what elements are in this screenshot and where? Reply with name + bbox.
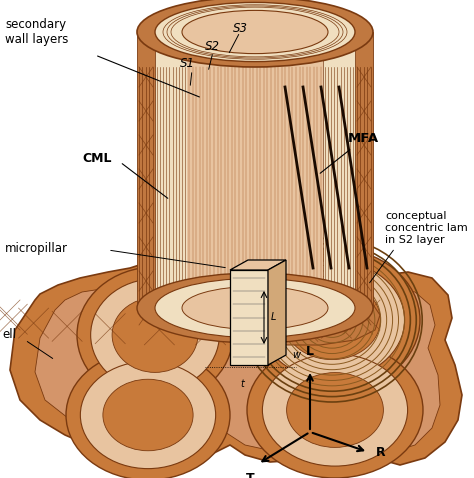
Polygon shape — [355, 32, 373, 308]
Ellipse shape — [155, 278, 355, 337]
Ellipse shape — [283, 281, 381, 359]
Text: MFA: MFA — [348, 131, 379, 144]
Text: t: t — [240, 379, 244, 389]
Ellipse shape — [81, 361, 216, 468]
Ellipse shape — [182, 286, 328, 330]
Text: S3: S3 — [233, 22, 248, 35]
Text: ell: ell — [2, 328, 16, 341]
Polygon shape — [175, 282, 380, 345]
Ellipse shape — [77, 267, 233, 403]
Ellipse shape — [182, 11, 328, 54]
Polygon shape — [268, 260, 286, 365]
Text: S1: S1 — [180, 57, 195, 70]
Polygon shape — [187, 32, 323, 308]
Text: T: T — [246, 472, 255, 478]
Text: secondary
wall layers: secondary wall layers — [5, 18, 68, 46]
Ellipse shape — [247, 342, 423, 478]
Text: S2: S2 — [205, 40, 220, 53]
Polygon shape — [230, 260, 286, 270]
Polygon shape — [155, 32, 187, 308]
Ellipse shape — [137, 0, 373, 67]
Polygon shape — [323, 32, 355, 308]
Ellipse shape — [155, 2, 355, 62]
Ellipse shape — [103, 379, 193, 451]
Text: L: L — [271, 313, 276, 323]
Text: w: w — [292, 350, 300, 360]
Ellipse shape — [112, 298, 198, 372]
Ellipse shape — [244, 248, 420, 392]
Ellipse shape — [137, 273, 373, 343]
Text: L: L — [306, 345, 314, 358]
Text: R: R — [376, 445, 386, 458]
Text: CML: CML — [82, 152, 111, 164]
Polygon shape — [137, 32, 155, 308]
Text: conceptual
concentric lam
in S2 layer: conceptual concentric lam in S2 layer — [385, 211, 468, 245]
Ellipse shape — [91, 279, 219, 391]
Polygon shape — [35, 265, 440, 452]
Ellipse shape — [66, 350, 230, 478]
Ellipse shape — [287, 372, 383, 447]
Ellipse shape — [263, 354, 408, 466]
Text: micropillar: micropillar — [5, 241, 68, 254]
Ellipse shape — [259, 261, 405, 380]
Polygon shape — [10, 248, 462, 465]
Polygon shape — [230, 270, 268, 365]
